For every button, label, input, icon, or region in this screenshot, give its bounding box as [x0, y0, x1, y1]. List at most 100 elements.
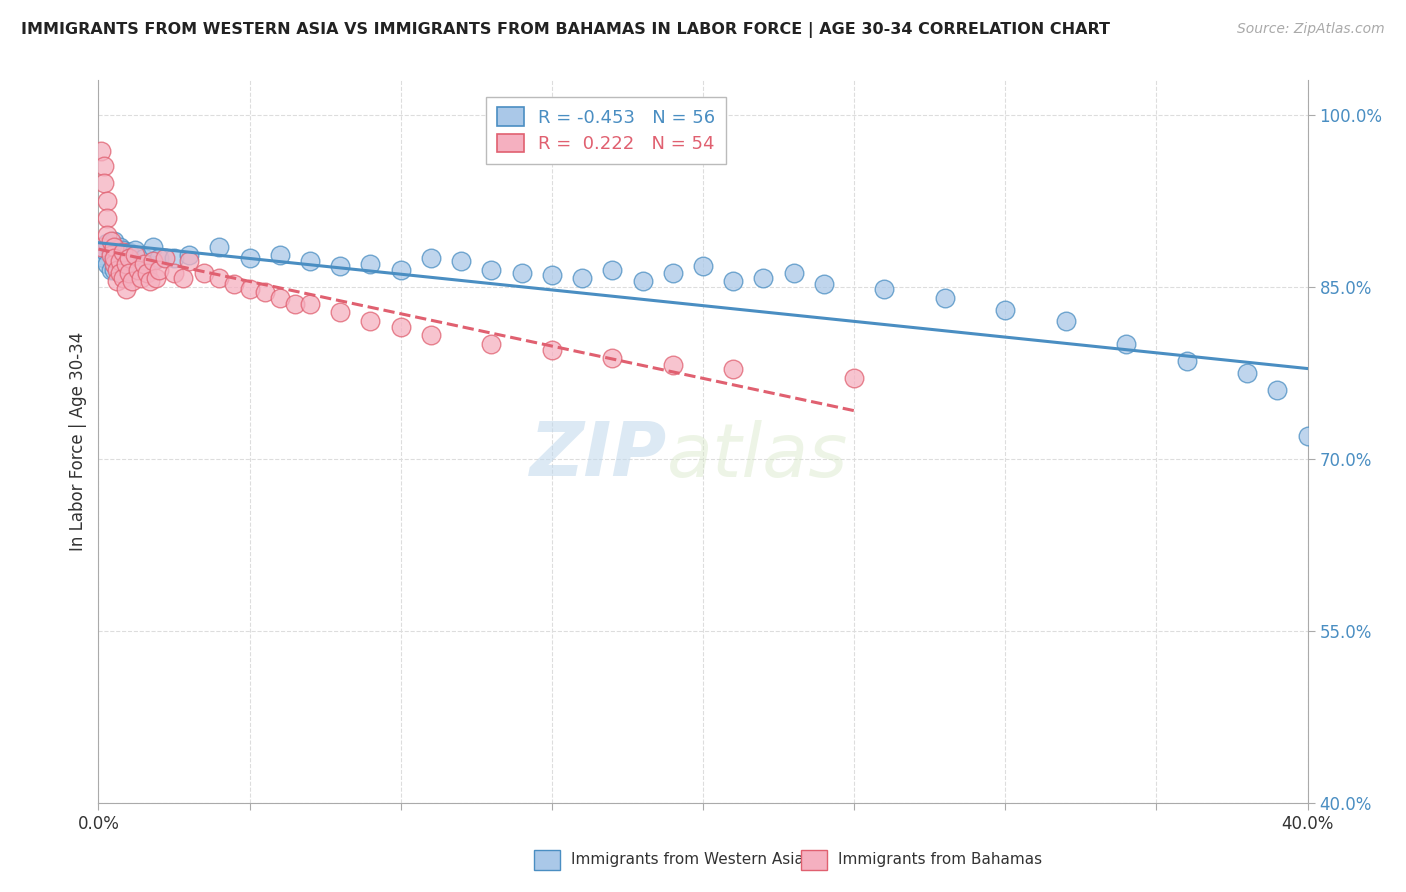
Point [540, 343, 562, 357]
Point [994, 302, 1017, 317]
Y-axis label: In Labor Force | Age 30-34: In Labor Force | Age 30-34 [69, 332, 87, 551]
Point [179, 247, 201, 261]
Point [100, 245, 122, 260]
Text: Immigrants from Bahamas: Immigrants from Bahamas [838, 853, 1042, 867]
Point [142, 239, 165, 253]
Point [723, 274, 745, 288]
Point [124, 247, 146, 261]
Point [118, 245, 141, 260]
Point [172, 270, 194, 285]
Point [148, 262, 170, 277]
Point [389, 319, 412, 334]
Point [284, 297, 307, 311]
Point [1236, 366, 1258, 380]
Point [208, 270, 231, 285]
Point [100, 262, 122, 277]
Point [118, 251, 141, 265]
Point [103, 262, 125, 277]
Point [299, 297, 322, 311]
Point [1115, 337, 1137, 351]
Point [481, 337, 503, 351]
Point [420, 251, 443, 265]
Point [153, 251, 176, 265]
Point [103, 254, 125, 268]
Point [420, 327, 443, 342]
Point [752, 270, 775, 285]
Point [111, 250, 134, 264]
Point [132, 257, 155, 271]
Point [208, 239, 231, 253]
Point [108, 239, 131, 253]
Point [93, 251, 115, 265]
Point [602, 351, 624, 365]
Text: ZIP: ZIP [530, 419, 666, 492]
Point [121, 274, 143, 288]
Point [239, 251, 262, 265]
Point [111, 245, 134, 260]
Point [1267, 383, 1289, 397]
Point [510, 266, 533, 280]
Point [105, 245, 128, 260]
Point [148, 251, 170, 265]
Point [389, 262, 412, 277]
Point [179, 254, 201, 268]
Point [103, 251, 125, 265]
Point [114, 257, 136, 271]
Point [783, 266, 806, 280]
Point [96, 236, 118, 251]
Point [239, 282, 262, 296]
Point [1296, 429, 1319, 443]
Point [114, 257, 136, 271]
Point [127, 262, 149, 277]
Text: IMMIGRANTS FROM WESTERN ASIA VS IMMIGRANTS FROM BAHAMAS IN LABOR FORCE | AGE 30-: IMMIGRANTS FROM WESTERN ASIA VS IMMIGRAN… [21, 22, 1111, 38]
Point [100, 247, 122, 261]
Point [129, 270, 152, 285]
Point [100, 234, 122, 248]
Point [163, 266, 186, 280]
Point [329, 305, 352, 319]
Point [299, 254, 322, 268]
Point [450, 254, 472, 268]
Point [145, 270, 167, 285]
Point [142, 254, 165, 268]
Point [96, 194, 118, 208]
Point [105, 251, 128, 265]
Point [360, 314, 382, 328]
Point [114, 282, 136, 296]
Point [139, 274, 162, 288]
Point [93, 177, 115, 191]
Point [481, 262, 503, 277]
Point [844, 371, 866, 385]
Point [96, 228, 118, 243]
Text: Immigrants from Western Asia: Immigrants from Western Asia [571, 853, 804, 867]
Point [93, 243, 115, 257]
Point [124, 243, 146, 257]
Point [96, 257, 118, 271]
Point [108, 254, 131, 268]
Point [93, 159, 115, 173]
Point [269, 291, 291, 305]
Point [90, 145, 112, 159]
Legend: R = -0.453   N = 56, R =  0.222   N = 54: R = -0.453 N = 56, R = 0.222 N = 54 [486, 96, 727, 164]
Point [118, 251, 141, 265]
Point [108, 259, 131, 273]
Point [329, 259, 352, 273]
Point [661, 266, 683, 280]
Point [1327, 509, 1350, 524]
Text: Source: ZipAtlas.com: Source: ZipAtlas.com [1237, 22, 1385, 37]
Point [132, 251, 155, 265]
Point [193, 266, 215, 280]
Point [103, 234, 125, 248]
Point [111, 243, 134, 257]
Point [1175, 354, 1198, 368]
Point [360, 257, 382, 271]
Point [1054, 314, 1077, 328]
Point [108, 266, 131, 280]
Point [224, 277, 246, 292]
Point [105, 274, 128, 288]
Point [163, 251, 186, 265]
Point [661, 358, 683, 372]
Point [111, 270, 134, 285]
Point [269, 247, 291, 261]
Point [90, 239, 112, 253]
